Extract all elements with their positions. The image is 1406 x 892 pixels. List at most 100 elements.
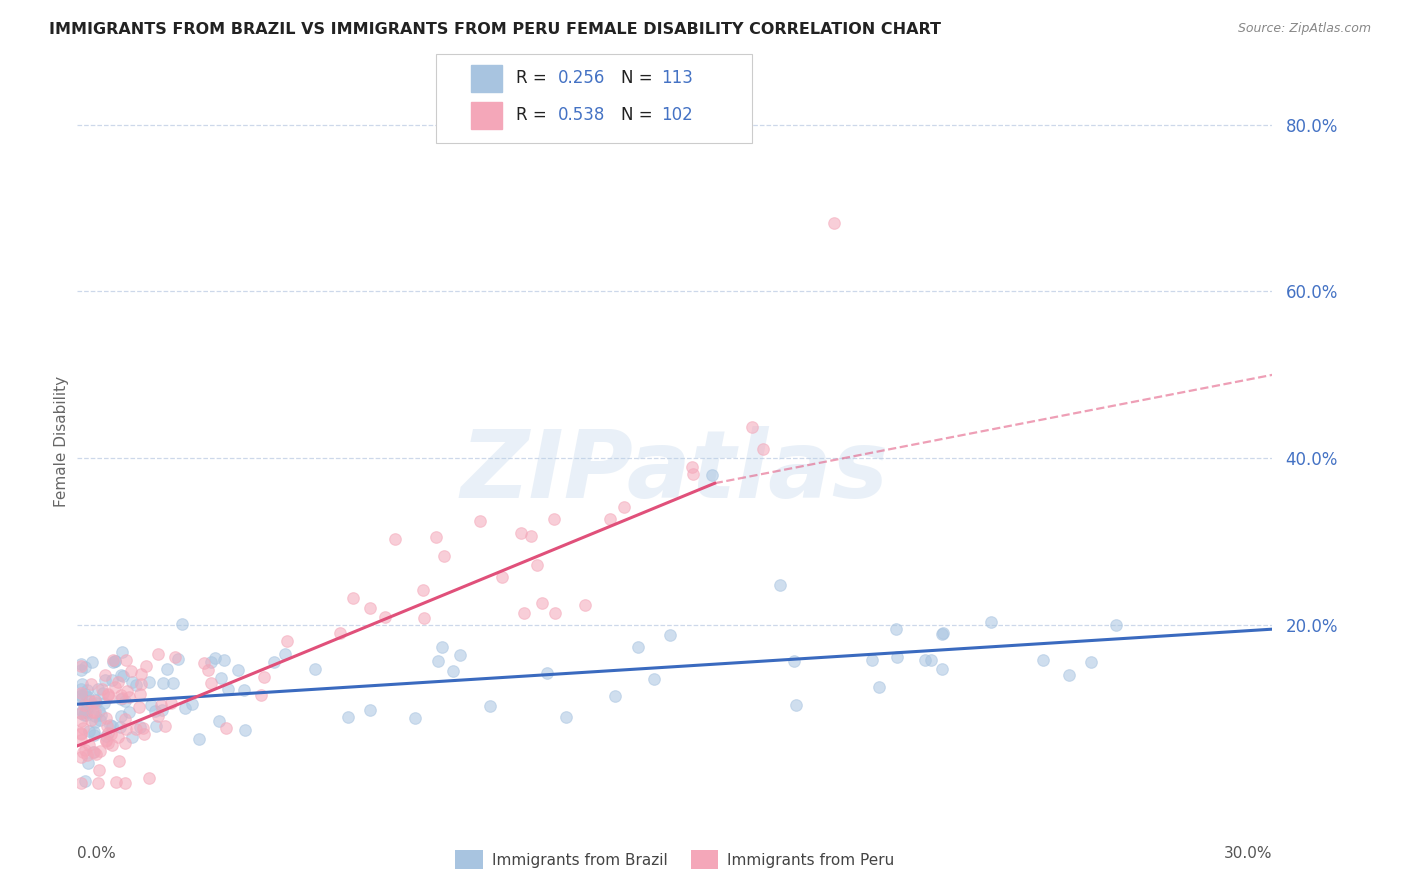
Point bbox=[97, 687, 120, 701]
Point bbox=[98, 690, 121, 704]
Point bbox=[170, 617, 193, 632]
Point bbox=[603, 690, 626, 704]
Point bbox=[110, 692, 132, 706]
Point bbox=[932, 625, 955, 640]
Point bbox=[84, 696, 107, 710]
Text: 30.0%: 30.0% bbox=[1225, 846, 1272, 861]
Point bbox=[100, 726, 122, 740]
Point bbox=[613, 500, 636, 514]
Point bbox=[163, 650, 186, 665]
Point bbox=[783, 654, 806, 668]
Point bbox=[72, 721, 94, 735]
Point bbox=[443, 664, 465, 678]
Point bbox=[155, 719, 177, 733]
Point bbox=[75, 708, 97, 723]
Point bbox=[84, 705, 107, 719]
Point bbox=[70, 776, 93, 790]
Point bbox=[512, 606, 534, 620]
Text: 113: 113 bbox=[661, 70, 693, 87]
Point bbox=[329, 626, 352, 640]
Point bbox=[72, 707, 94, 722]
Point bbox=[120, 665, 142, 679]
Point bbox=[70, 714, 93, 729]
Point bbox=[101, 655, 124, 669]
Point bbox=[160, 696, 183, 710]
Point bbox=[478, 699, 501, 714]
Point bbox=[96, 710, 118, 724]
Point bbox=[132, 721, 155, 735]
Point bbox=[509, 526, 531, 541]
Point bbox=[89, 713, 111, 727]
Point bbox=[273, 647, 295, 661]
Point bbox=[70, 726, 93, 740]
Point bbox=[150, 703, 173, 717]
Point bbox=[128, 699, 150, 714]
Point bbox=[87, 681, 110, 696]
Point bbox=[111, 691, 134, 706]
Point bbox=[769, 577, 792, 591]
Point bbox=[643, 672, 665, 686]
Text: N =: N = bbox=[621, 70, 658, 87]
Point bbox=[980, 615, 1002, 629]
Point bbox=[70, 690, 93, 704]
Text: Source: ZipAtlas.com: Source: ZipAtlas.com bbox=[1237, 22, 1371, 36]
Point bbox=[98, 718, 121, 732]
Point bbox=[84, 715, 107, 730]
Point bbox=[868, 680, 890, 694]
Point bbox=[531, 596, 554, 610]
Point bbox=[80, 677, 103, 691]
Point bbox=[73, 706, 96, 720]
Point bbox=[200, 675, 222, 690]
Text: 0.256: 0.256 bbox=[558, 70, 606, 87]
Point bbox=[80, 713, 103, 727]
Legend: Immigrants from Brazil, Immigrants from Peru: Immigrants from Brazil, Immigrants from … bbox=[449, 844, 901, 875]
Point bbox=[76, 683, 98, 698]
Point bbox=[75, 774, 97, 789]
Point bbox=[412, 611, 434, 625]
Point bbox=[108, 754, 131, 768]
Point bbox=[84, 747, 107, 761]
Point bbox=[208, 714, 231, 729]
Point bbox=[931, 626, 953, 640]
Point bbox=[114, 653, 136, 667]
Point bbox=[181, 697, 204, 711]
Point bbox=[125, 678, 148, 692]
Point bbox=[700, 467, 723, 482]
Point bbox=[823, 216, 845, 230]
Point bbox=[215, 722, 238, 736]
Point bbox=[76, 701, 98, 715]
Point bbox=[73, 659, 96, 673]
Point bbox=[94, 673, 117, 688]
Text: IMMIGRANTS FROM BRAZIL VS IMMIGRANTS FROM PERU FEMALE DISABILITY CORRELATION CHA: IMMIGRANTS FROM BRAZIL VS IMMIGRANTS FRO… bbox=[49, 22, 941, 37]
Point bbox=[76, 747, 98, 762]
Text: 0.0%: 0.0% bbox=[77, 846, 117, 861]
Point bbox=[200, 655, 222, 669]
Point bbox=[70, 677, 93, 691]
Point bbox=[118, 705, 141, 719]
Text: R =: R = bbox=[516, 106, 553, 124]
Point bbox=[228, 664, 250, 678]
Point bbox=[121, 675, 143, 690]
Point bbox=[138, 771, 160, 785]
Point bbox=[94, 668, 117, 682]
Point bbox=[96, 729, 118, 743]
Point bbox=[82, 745, 104, 759]
Point bbox=[111, 645, 134, 659]
Point bbox=[104, 654, 127, 668]
Point bbox=[132, 727, 155, 741]
Point bbox=[197, 664, 219, 678]
Point bbox=[627, 640, 650, 654]
Point bbox=[79, 694, 101, 708]
Point bbox=[82, 705, 104, 719]
Point bbox=[449, 648, 471, 662]
Point bbox=[114, 713, 136, 727]
Point bbox=[72, 745, 94, 759]
Point bbox=[70, 657, 93, 671]
Point bbox=[599, 512, 621, 526]
Point bbox=[209, 671, 232, 685]
Point bbox=[117, 684, 139, 698]
Point bbox=[121, 730, 143, 744]
Point bbox=[83, 745, 105, 759]
Point bbox=[101, 673, 124, 687]
Point bbox=[96, 688, 118, 702]
